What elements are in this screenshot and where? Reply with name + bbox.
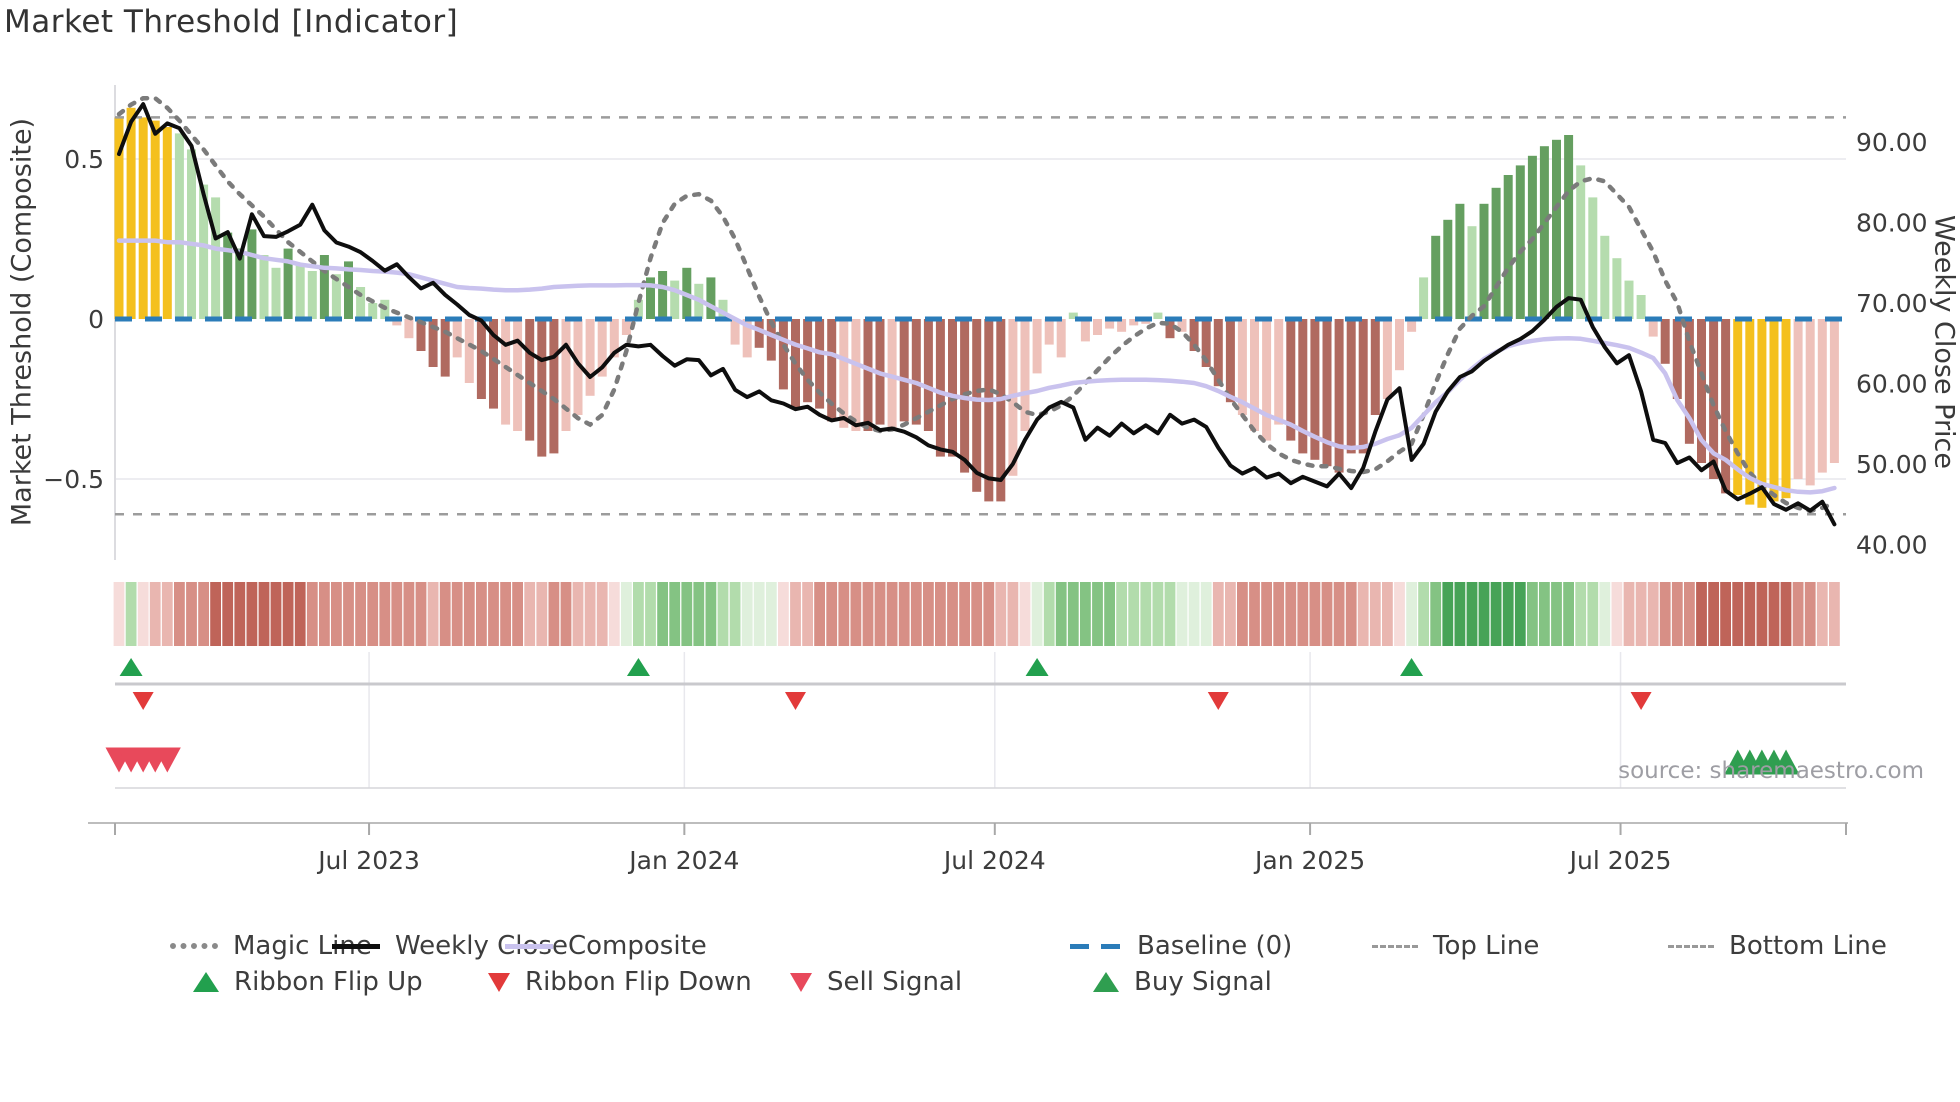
right-axis-title: Weekly Close Price [1928, 214, 1960, 470]
buy-signal-triangle-icon [1093, 972, 1119, 992]
legend-label: Ribbon Flip Up [234, 967, 423, 997]
legend-label: Composite [568, 931, 707, 961]
legend-item-buy-signal: Buy Signal [1093, 965, 1272, 999]
legend-item-ribbon-flip-down: Ribbon Flip Down [488, 965, 752, 999]
x-tick-label: Jan 2024 [627, 846, 739, 875]
x-axis: Jul 2023 Jan 2024 Jul 2024 Jan 2025 Jul 2025 [88, 822, 1848, 875]
reference-lines [115, 116, 1846, 516]
right-tick-label: 90.00 [1856, 128, 1928, 157]
magic-line-swatch-icon [170, 943, 218, 949]
sell-signal-triangle-icon [790, 972, 812, 992]
x-tick-label: Jan 2025 [1253, 846, 1365, 875]
top-line-swatch-icon [1372, 944, 1418, 948]
right-tick-label: 80.00 [1856, 208, 1928, 237]
signal-pane-lines [115, 682, 1846, 789]
legend-label: Buy Signal [1134, 967, 1272, 997]
right-tick-label: 60.00 [1856, 369, 1928, 398]
flip-up-triangle-icon [193, 972, 219, 992]
x-tick-label: Jul 2024 [942, 846, 1046, 875]
legend-item-bottom-line: Bottom Line [1668, 929, 1887, 963]
magic-line-series [116, 95, 1837, 514]
right-tick-label: 40.00 [1856, 530, 1928, 559]
threshold-bars [114, 107, 1839, 508]
source-credit: source: sharemaestro.com [1618, 758, 1924, 784]
legend-label: Ribbon Flip Down [525, 967, 752, 997]
left-tick-label: 0 [88, 305, 104, 334]
x-tick-label: Jul 2023 [316, 846, 420, 875]
right-axis-tick-labels: 90.00 80.00 70.00 60.00 50.00 40.00 [1856, 128, 1928, 560]
flip-down-triangle-icon [488, 972, 510, 992]
left-axis-title: Market Threshold (Composite) [6, 117, 38, 527]
legend-label: Bottom Line [1729, 931, 1887, 961]
right-tick-label: 50.00 [1856, 450, 1928, 479]
right-tick-label: 70.00 [1856, 289, 1928, 318]
page-title: Market Threshold [Indicator] [4, 4, 459, 40]
legend-item-baseline: Baseline (0) [1070, 929, 1292, 963]
x-tick-label: Jul 2025 [1568, 846, 1672, 875]
weekly-close-swatch-icon [332, 943, 380, 949]
composite-swatch-icon [505, 943, 553, 949]
left-tick-label: 0.5 [64, 145, 104, 174]
ribbon-strip [113, 582, 1840, 646]
legend-item-sell-signal: Sell Signal [790, 965, 962, 999]
left-axis-tick-labels: 0.5 0 −0.5 [43, 145, 104, 494]
bottom-line-swatch-icon [1668, 944, 1714, 948]
weekly-close-line-series [117, 102, 1837, 527]
ribbon-flip-up-markers [119, 658, 1424, 676]
legend-item-ribbon-flip-up: Ribbon Flip Up [193, 965, 423, 999]
legend-label: Baseline (0) [1137, 931, 1293, 961]
sell-signal-markers [105, 747, 181, 773]
legend-label: Top Line [1433, 931, 1540, 961]
buy-signal-markers [1724, 749, 1800, 775]
legend-item-top-line: Top Line [1372, 929, 1539, 963]
baseline-swatch-icon [1070, 943, 1122, 949]
ribbon-flip-down-markers [132, 692, 1652, 710]
left-tick-label: −0.5 [43, 465, 104, 494]
legend-item-composite: Composite [505, 929, 707, 963]
legend-label: Sell Signal [827, 967, 963, 997]
